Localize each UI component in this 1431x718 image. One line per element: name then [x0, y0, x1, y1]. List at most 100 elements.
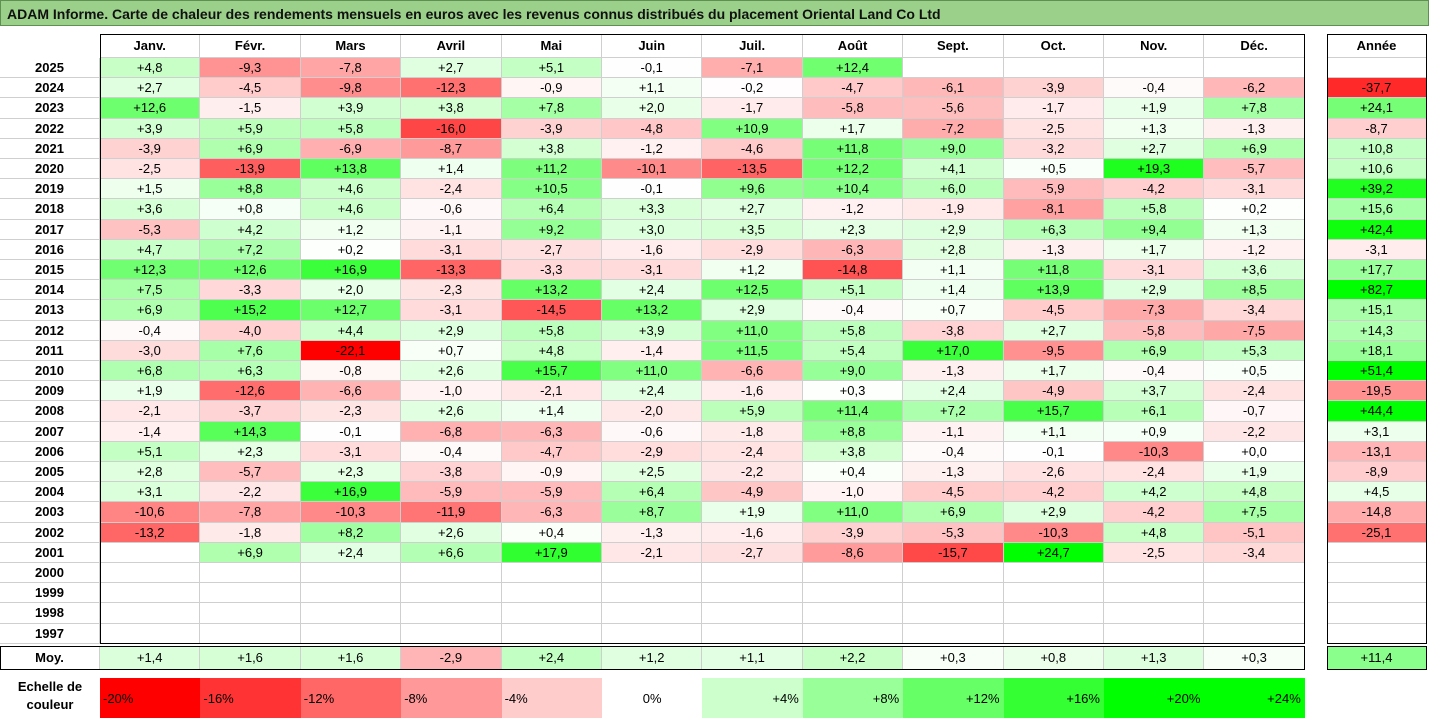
heatmap-cell	[1003, 583, 1104, 604]
heatmap-cell	[1003, 58, 1104, 79]
heatmap-cell	[1104, 563, 1205, 584]
heatmap-cell: -9,8	[300, 78, 402, 99]
year-label: 2006	[0, 441, 100, 462]
average-cell: +1,6	[200, 646, 301, 670]
heatmap-cell: -4,9	[702, 482, 803, 503]
heatmap-cell: -0,9	[501, 78, 602, 99]
heatmap-cell	[602, 603, 703, 624]
color-scale-step: +24%	[1204, 678, 1305, 718]
heatmap-cell: +3,7	[1104, 381, 1205, 402]
heatmap-cell: +3,6	[1204, 260, 1305, 281]
heatmap-cell	[602, 583, 703, 604]
year-label: 2001	[0, 542, 100, 563]
heatmap-cell: -4,5	[903, 482, 1004, 503]
heatmap-cell: -1,3	[602, 522, 703, 543]
color-scale-step: -16%	[200, 678, 301, 718]
heatmap-cell: +15,7	[1003, 401, 1104, 422]
heatmap-cell: +7,8	[501, 98, 602, 119]
heatmap-cell: -0,4	[401, 441, 502, 462]
heatmap-cell: -1,3	[903, 361, 1004, 382]
heatmap-cell	[200, 583, 301, 604]
heatmap-cell: -1,6	[702, 522, 803, 543]
year-label: 2002	[0, 522, 100, 543]
heatmap-cell: -0,6	[401, 199, 502, 220]
year-label: 2024	[0, 78, 100, 99]
heatmap-cell: +0,2	[300, 239, 402, 260]
heatmap-cell: +4,6	[300, 179, 402, 200]
annual-cell: +14,3	[1327, 320, 1427, 341]
heatmap-cell	[401, 603, 502, 624]
heatmap-cell: +4,2	[1104, 482, 1205, 503]
heatmap-cell: +6,3	[200, 361, 301, 382]
heatmap-cell: +6,3	[1003, 219, 1104, 240]
heatmap-cell	[1204, 603, 1305, 624]
heatmap-cell: -7,8	[200, 502, 301, 523]
heatmap-cell: -3,1	[1104, 260, 1205, 281]
heatmap-cell: -4,8	[602, 118, 703, 139]
heatmap-cell: +2,8	[903, 239, 1004, 260]
heatmap-cell: +2,7	[702, 199, 803, 220]
heatmap-cell: -4,6	[702, 138, 803, 159]
heatmap-cell	[602, 623, 703, 644]
heatmap-cell: -7,2	[903, 118, 1004, 139]
heatmap-cell: +7,2	[903, 401, 1004, 422]
annual-cell: -3,1	[1327, 239, 1427, 260]
average-cell: +1,2	[602, 646, 703, 670]
heatmap-cell: -5,7	[1204, 159, 1305, 180]
heatmap-cell	[702, 563, 803, 584]
year-label: 2008	[0, 401, 100, 422]
heatmap-cell: +8,2	[300, 522, 402, 543]
heatmap-cell: +14,3	[200, 421, 301, 442]
color-scale-step: +16%	[1003, 678, 1104, 718]
heatmap-cell: +2,0	[602, 98, 703, 119]
annual-cell: +10,8	[1327, 138, 1427, 159]
heatmap-cell: +2,7	[401, 58, 502, 79]
heatmap-cell: -3,4	[1204, 300, 1305, 321]
heatmap-cell: +13,2	[501, 280, 602, 301]
heatmap-cell	[1204, 58, 1305, 79]
heatmap-cell: +10,9	[702, 118, 803, 139]
heatmap-cell: +12,5	[702, 280, 803, 301]
heatmap-cell: -13,5	[702, 159, 803, 180]
heatmap-cell	[501, 603, 602, 624]
annual-cell: +44,4	[1327, 401, 1427, 422]
heatmap-cell	[1104, 623, 1205, 644]
heatmap-cell: +8,5	[1204, 280, 1305, 301]
heatmap-cell: -2,1	[100, 401, 201, 422]
heatmap-cell: +0,4	[501, 522, 602, 543]
year-label: 2025	[0, 58, 100, 79]
heatmap-cell: -3,1	[401, 300, 502, 321]
heatmap-cell: +11,4	[802, 401, 904, 422]
heatmap-cell: -10,3	[1104, 441, 1205, 462]
heatmap-cell: +12,3	[100, 260, 201, 281]
color-scale-label: Echelle de couleur	[17, 679, 83, 712]
month-header: Oct.	[1003, 34, 1104, 58]
heatmap-cell: +13,8	[300, 159, 402, 180]
heatmap-cell: -3,7	[200, 401, 301, 422]
heatmap-cell: -3,1	[300, 441, 402, 462]
heatmap-cell: -4,9	[1003, 381, 1104, 402]
heatmap-cell: +1,9	[1204, 462, 1305, 483]
month-header: Févr.	[200, 34, 301, 58]
heatmap-cell: -1,2	[802, 199, 904, 220]
heatmap-cell: +2,3	[300, 462, 402, 483]
heatmap-cell: +6,4	[501, 199, 602, 220]
heatmap-cell: +1,5	[100, 179, 201, 200]
heatmap-cell: +4,6	[300, 199, 402, 220]
annual-cell: +17,7	[1327, 260, 1427, 281]
annual-cell: +18,1	[1327, 340, 1427, 361]
annual-cell: +15,1	[1327, 300, 1427, 321]
heatmap-cell: +12,2	[802, 159, 904, 180]
heatmap-cell: +4,4	[300, 320, 402, 341]
average-cell: +1,3	[1104, 646, 1205, 670]
heatmap-cell: +0,8	[200, 199, 301, 220]
annual-cell	[1327, 623, 1427, 644]
heatmap-cell: +2,4	[602, 280, 703, 301]
heatmap-cell	[401, 583, 502, 604]
heatmap-cell: -4,5	[1003, 300, 1104, 321]
heatmap-cell	[702, 603, 803, 624]
heatmap-cell: -3,2	[1003, 138, 1104, 159]
heatmap-cell: +11,0	[702, 320, 803, 341]
heatmap-cell: +2,3	[802, 219, 904, 240]
heatmap-cell: -2,3	[401, 280, 502, 301]
